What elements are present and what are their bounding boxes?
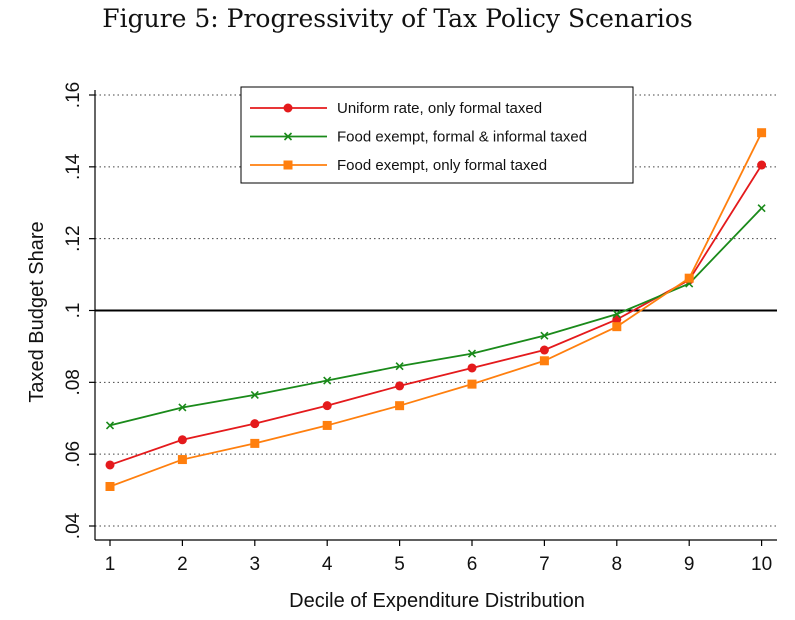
y-axis-title: Taxed Budget Share xyxy=(26,221,48,402)
y-tick-label: .06 xyxy=(63,441,84,467)
x-axis-title: Decile of Expenditure Distribution xyxy=(289,590,585,612)
x-tick-label: 4 xyxy=(322,554,333,575)
x-tick-label: 5 xyxy=(394,554,405,575)
y-tick-label: .04 xyxy=(63,512,84,539)
data-point-circle xyxy=(177,435,187,445)
data-point-x xyxy=(540,331,549,340)
data-point-x xyxy=(757,204,766,213)
legend-item: Uniform rate, only formal taxed xyxy=(250,100,542,117)
chart-title: Figure 5: Progressivity of Tax Policy Sc… xyxy=(102,4,693,33)
data-point-x xyxy=(395,362,404,371)
data-point-circle xyxy=(322,401,332,411)
data-point-square xyxy=(467,379,477,389)
data-point-square xyxy=(612,322,622,332)
legend-label: Food exempt, formal & informal taxed xyxy=(337,129,587,146)
x-tick-label: 7 xyxy=(539,554,550,575)
data-point-x xyxy=(323,376,332,385)
data-point-x xyxy=(105,421,115,430)
data-point-x xyxy=(283,132,293,141)
x-tick-label: 2 xyxy=(177,554,188,575)
data-point-circle xyxy=(757,160,767,170)
series-line xyxy=(109,132,763,488)
data-point-square xyxy=(395,401,405,411)
data-point-circle xyxy=(250,419,260,429)
x-tick-label: 8 xyxy=(612,554,623,575)
data-point-circle xyxy=(395,381,405,391)
legend-box xyxy=(240,86,634,184)
data-point-square xyxy=(105,481,115,491)
legend: Uniform rate, only formal taxed Food exem… xyxy=(240,86,634,184)
legend-item: Food exempt, only formal taxed xyxy=(250,157,547,174)
series-line xyxy=(109,207,763,427)
data-point-x xyxy=(467,349,477,358)
data-point-x xyxy=(250,390,259,399)
y-tick-label: .08 xyxy=(63,369,84,395)
y-tick-label: .1 xyxy=(63,303,84,319)
axes: .04 .06 .08 .1 .12 .14 .16 1 2 3 4 5 6 7 8 9 10 xyxy=(63,82,777,575)
y-tick-label: .16 xyxy=(63,82,84,108)
data-point-square xyxy=(177,455,187,465)
legend-label: Uniform rate, only formal taxed xyxy=(337,100,542,117)
data-point-circle xyxy=(539,345,549,355)
legend-item: Food exempt, formal & informal taxed xyxy=(250,129,587,146)
x-tick-label: 6 xyxy=(467,554,478,575)
x-tick-label: 9 xyxy=(684,554,695,575)
y-tick-label: .14 xyxy=(63,153,84,180)
data-point-square xyxy=(757,128,767,138)
data-point-circle xyxy=(283,103,293,113)
data-point-circle xyxy=(105,460,115,470)
data-point-x xyxy=(178,403,187,412)
x-tick-label: 1 xyxy=(105,554,116,575)
y-tick-label: .12 xyxy=(63,225,84,251)
series-1 xyxy=(105,160,767,470)
x-tick-label: 3 xyxy=(250,554,261,575)
data-point-square xyxy=(322,420,332,430)
data-point-x xyxy=(612,310,621,319)
series xyxy=(105,128,767,491)
data-point-square xyxy=(539,356,549,366)
data-point-square xyxy=(250,438,260,448)
series-line xyxy=(109,164,763,466)
data-point-square xyxy=(283,160,293,170)
series-2 xyxy=(105,204,766,430)
data-point-circle xyxy=(467,363,477,373)
legend-label: Food exempt, only formal taxed xyxy=(337,157,547,174)
series-3 xyxy=(105,128,767,491)
data-point-square xyxy=(684,273,694,283)
x-tick-label: 10 xyxy=(751,554,772,575)
